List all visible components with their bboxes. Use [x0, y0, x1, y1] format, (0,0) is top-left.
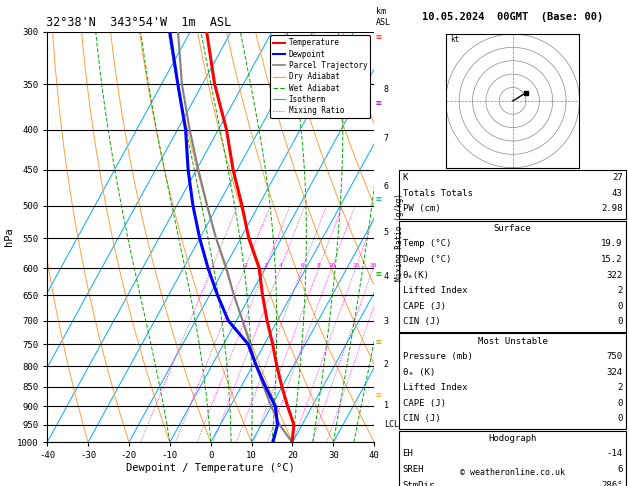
Text: 322: 322 — [606, 271, 623, 279]
Text: 0: 0 — [617, 399, 623, 408]
Text: 32°38'N  343°54'W  1m  ASL: 32°38'N 343°54'W 1m ASL — [46, 16, 231, 29]
Text: 2: 2 — [617, 286, 623, 295]
Text: km
ASL: km ASL — [376, 7, 391, 27]
Text: ≡: ≡ — [376, 98, 381, 108]
Text: 3: 3 — [264, 263, 267, 268]
Text: EH: EH — [403, 450, 413, 458]
Text: ≡: ≡ — [376, 390, 381, 400]
Text: 2.98: 2.98 — [601, 205, 623, 213]
Text: 10: 10 — [328, 263, 335, 268]
Text: 15.2: 15.2 — [601, 255, 623, 264]
Text: 286°: 286° — [601, 481, 623, 486]
Text: 3: 3 — [384, 316, 389, 326]
Text: PW (cm): PW (cm) — [403, 205, 440, 213]
Text: Mixing Ratio (g/kg): Mixing Ratio (g/kg) — [395, 193, 404, 281]
Text: 1: 1 — [384, 401, 389, 411]
Text: 0: 0 — [617, 415, 623, 423]
Text: 6: 6 — [617, 465, 623, 474]
Text: Temp (°C): Temp (°C) — [403, 240, 451, 248]
Text: K: K — [403, 174, 408, 182]
Text: CAPE (J): CAPE (J) — [403, 399, 445, 408]
Text: LCL: LCL — [384, 420, 399, 429]
Text: ≡: ≡ — [376, 194, 381, 204]
Text: 27: 27 — [612, 174, 623, 182]
Text: 6: 6 — [301, 263, 304, 268]
Text: 20: 20 — [370, 263, 377, 268]
Text: 4: 4 — [384, 273, 389, 281]
Legend: Temperature, Dewpoint, Parcel Trajectory, Dry Adiabat, Wet Adiabat, Isotherm, Mi: Temperature, Dewpoint, Parcel Trajectory… — [270, 35, 370, 118]
Text: 7: 7 — [384, 135, 389, 143]
Text: 10.05.2024  00GMT  (Base: 00): 10.05.2024 00GMT (Base: 00) — [422, 12, 603, 22]
Y-axis label: hPa: hPa — [4, 227, 14, 246]
Text: θₑ(K): θₑ(K) — [403, 271, 430, 279]
Text: ≡: ≡ — [376, 337, 381, 347]
Text: Lifted Index: Lifted Index — [403, 383, 467, 392]
Text: CIN (J): CIN (J) — [403, 317, 440, 326]
Text: SREH: SREH — [403, 465, 424, 474]
Text: 324: 324 — [606, 368, 623, 377]
Text: 2: 2 — [243, 263, 247, 268]
Text: Totals Totals: Totals Totals — [403, 189, 472, 198]
Text: ≡: ≡ — [376, 269, 381, 278]
Text: Surface: Surface — [494, 224, 532, 233]
Text: 19.9: 19.9 — [601, 240, 623, 248]
Text: 8: 8 — [317, 263, 321, 268]
Text: 0: 0 — [617, 302, 623, 311]
Text: 4: 4 — [279, 263, 282, 268]
Text: Dewp (°C): Dewp (°C) — [403, 255, 451, 264]
Text: 750: 750 — [606, 352, 623, 361]
Text: © weatheronline.co.uk: © weatheronline.co.uk — [460, 468, 565, 477]
Text: θₑ (K): θₑ (K) — [403, 368, 435, 377]
Text: 43: 43 — [612, 189, 623, 198]
Text: 8: 8 — [384, 86, 389, 94]
Text: Most Unstable: Most Unstable — [477, 337, 548, 346]
Text: 1: 1 — [210, 263, 214, 268]
Text: Lifted Index: Lifted Index — [403, 286, 467, 295]
Text: Hodograph: Hodograph — [489, 434, 537, 443]
Text: 0: 0 — [617, 317, 623, 326]
Text: StmDir: StmDir — [403, 481, 435, 486]
Text: ≡: ≡ — [376, 32, 381, 42]
Text: -14: -14 — [606, 450, 623, 458]
Text: 6: 6 — [384, 182, 389, 191]
Text: CIN (J): CIN (J) — [403, 415, 440, 423]
Text: Pressure (mb): Pressure (mb) — [403, 352, 472, 361]
Text: 2: 2 — [617, 383, 623, 392]
Text: kt: kt — [450, 35, 459, 44]
X-axis label: Dewpoint / Temperature (°C): Dewpoint / Temperature (°C) — [126, 463, 295, 473]
Text: 2: 2 — [384, 360, 389, 368]
Text: 5: 5 — [384, 227, 389, 237]
Text: 15: 15 — [352, 263, 359, 268]
Text: CAPE (J): CAPE (J) — [403, 302, 445, 311]
